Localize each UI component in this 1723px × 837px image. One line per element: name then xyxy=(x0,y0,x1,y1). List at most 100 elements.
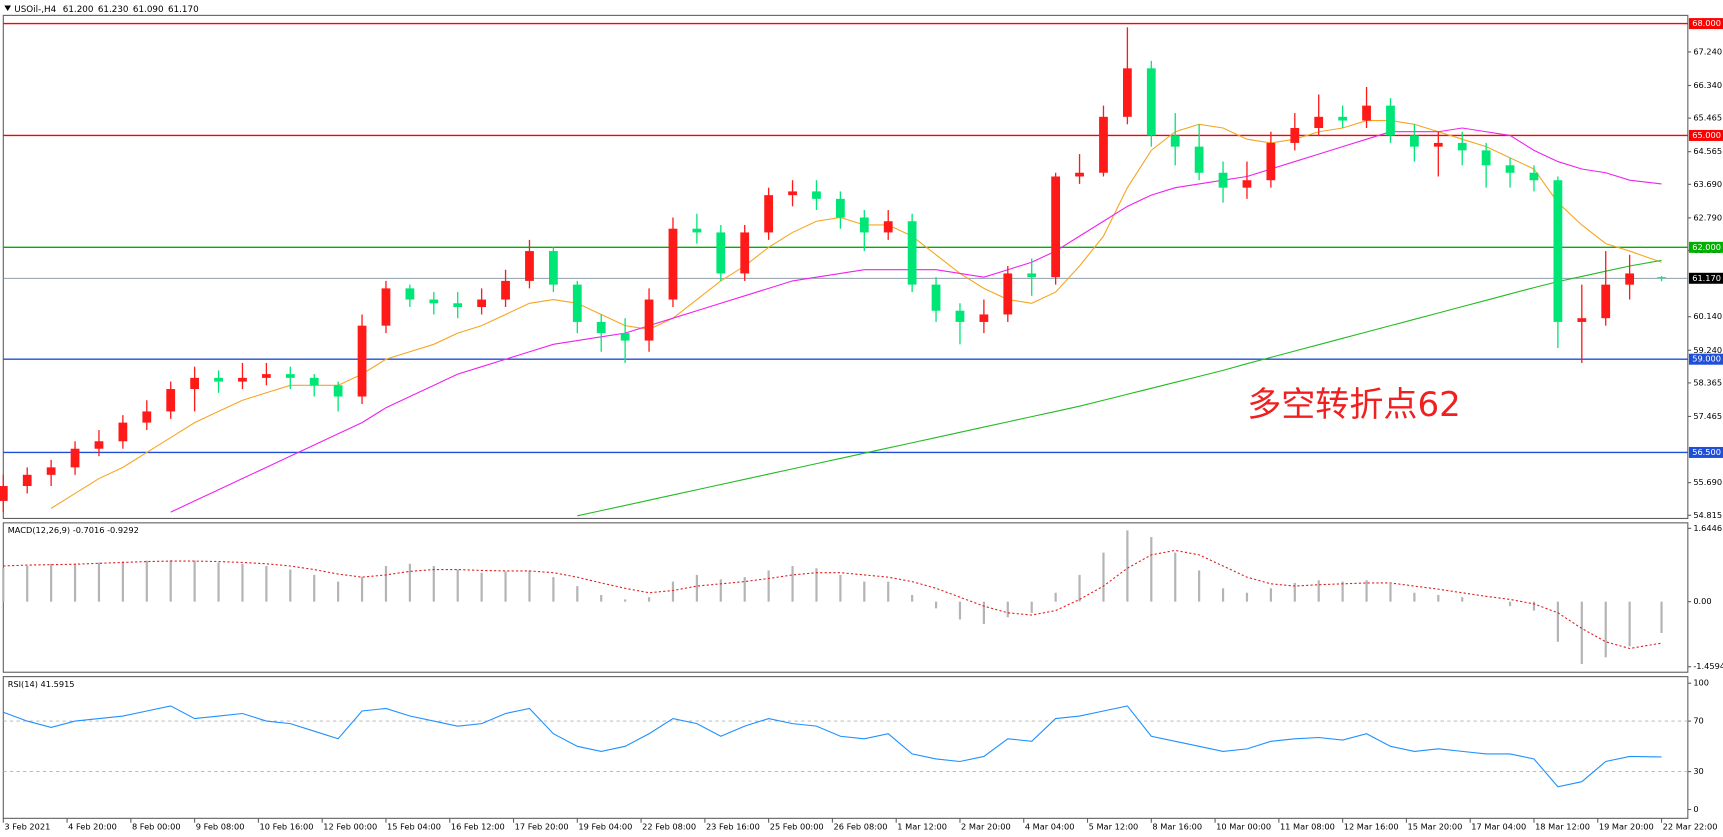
y-tick-label: 59.240 xyxy=(1693,345,1722,355)
candle-body xyxy=(692,228,702,233)
y-tick-label: 0.00 xyxy=(1693,596,1711,606)
level-label-box xyxy=(1688,241,1723,253)
candle-body xyxy=(835,198,845,218)
y-tick-label: 64.565 xyxy=(1693,146,1722,156)
candle-body xyxy=(764,195,774,233)
candle-body xyxy=(453,303,463,308)
candle-body xyxy=(1457,142,1467,151)
panel-title: RSI(14) 41.5915 xyxy=(8,679,75,689)
level-label-box xyxy=(1688,446,1723,458)
candle-body xyxy=(1553,180,1563,322)
x-tick-label: 19 Feb 04:00 xyxy=(578,822,632,832)
y-tick-label: 65.465 xyxy=(1693,113,1722,123)
x-tick-label: 10 Feb 16:00 xyxy=(260,822,314,832)
candle-body xyxy=(788,191,797,196)
candle-body xyxy=(1122,68,1132,117)
x-tick-label: 17 Feb 20:00 xyxy=(515,822,569,832)
x-tick-label: 8 Mar 16:00 xyxy=(1152,822,1202,832)
candle-body xyxy=(740,232,750,274)
y-tick-label: 63.690 xyxy=(1693,179,1722,189)
candle-body xyxy=(1362,105,1371,121)
candle-body xyxy=(1433,142,1443,147)
candle-body xyxy=(357,325,367,397)
x-tick-label: 12 Mar 16:00 xyxy=(1344,822,1399,832)
candle-body xyxy=(1170,135,1180,147)
level-label: 65.000 xyxy=(1692,130,1721,140)
x-tick-label: 9 Feb 08:00 xyxy=(196,822,245,832)
candle-body xyxy=(572,284,582,322)
x-tick-label: 15 Mar 20:00 xyxy=(1408,822,1463,832)
x-tick-label: 10 Mar 00:00 xyxy=(1216,822,1271,832)
candle-body xyxy=(1194,146,1204,173)
candle-body xyxy=(1314,116,1324,129)
close-value: 61.170 xyxy=(168,4,199,14)
x-tick-label: 18 Mar 12:00 xyxy=(1535,822,1590,832)
candle-body xyxy=(931,284,941,311)
last-price-label: 61.170 xyxy=(1692,273,1721,283)
candle-body xyxy=(214,377,223,382)
candle-body xyxy=(644,299,654,341)
y-tick-label: 57.465 xyxy=(1693,411,1722,421)
x-tick-label: 5 Mar 12:00 xyxy=(1089,822,1139,832)
level-label: 59.000 xyxy=(1692,354,1721,364)
candle-body xyxy=(1625,273,1635,285)
y-tick-label: -1.4594 xyxy=(1693,661,1723,671)
candle-body xyxy=(142,411,152,423)
annotation: 多空转折点62 xyxy=(1247,385,1461,425)
candle-body xyxy=(285,374,295,378)
candle-body xyxy=(70,448,80,468)
x-tick-label: 1 Mar 12:00 xyxy=(897,822,947,832)
line xyxy=(3,705,1662,788)
candle-body xyxy=(1242,180,1252,188)
panel-frame xyxy=(2,14,1689,520)
candle-body xyxy=(0,486,8,501)
candle-body xyxy=(596,321,606,334)
line xyxy=(3,549,1662,650)
level-label: 56.500 xyxy=(1692,447,1721,457)
y-tick-label: 62.790 xyxy=(1693,212,1722,222)
candle-body xyxy=(261,374,271,378)
candle-body xyxy=(1386,105,1395,136)
y-tick-label: 54.815 xyxy=(1693,510,1722,520)
panel-frame xyxy=(2,676,1689,819)
candle-body xyxy=(525,251,534,281)
level-label-box xyxy=(1688,129,1723,141)
candle-body xyxy=(46,467,56,475)
candle-body xyxy=(859,217,869,233)
candle-body xyxy=(907,221,917,285)
candle-body xyxy=(477,299,487,308)
x-tick-label: 2 Mar 20:00 xyxy=(961,822,1011,832)
candle-body xyxy=(812,191,821,199)
x-tick-label: 17 Mar 04:00 xyxy=(1471,822,1526,832)
level-label-box xyxy=(1688,353,1723,365)
header: USOil-,H4 61.200 61.230 61.090 61.170 xyxy=(14,4,198,14)
open-value: 61.200 xyxy=(63,4,94,14)
candle-body xyxy=(1146,68,1156,136)
x-tick-label: 15 Feb 04:00 xyxy=(387,822,441,832)
candle-body xyxy=(1099,116,1108,173)
candle-body xyxy=(1003,273,1013,315)
candle-body xyxy=(94,441,104,449)
x-tick-label: 25 Feb 00:00 xyxy=(770,822,824,832)
low-value: 61.090 xyxy=(133,4,164,14)
candle-body xyxy=(1577,318,1587,322)
y-tick-label: 30 xyxy=(1693,766,1703,776)
y-tick-label: 1.6446 xyxy=(1693,523,1722,533)
candle-body xyxy=(1218,172,1228,188)
candle-body xyxy=(548,251,558,285)
candle-body xyxy=(883,221,893,233)
candle-body xyxy=(381,288,391,326)
x-tick-label: 22 Mar 22:00 xyxy=(1663,822,1718,832)
y-tick-label: 67.240 xyxy=(1693,46,1722,56)
level-label-box xyxy=(1688,18,1723,30)
candle-body xyxy=(405,288,415,300)
candle-body xyxy=(620,333,630,341)
candle-body xyxy=(1027,273,1037,278)
candle-body xyxy=(309,377,319,386)
symbol: USOil-,H4 xyxy=(14,4,56,14)
candle-body xyxy=(1075,172,1084,177)
y-tick-label: 55.690 xyxy=(1693,477,1722,487)
candle-body xyxy=(1601,284,1611,319)
y-tick-label: 0 xyxy=(1693,804,1698,814)
